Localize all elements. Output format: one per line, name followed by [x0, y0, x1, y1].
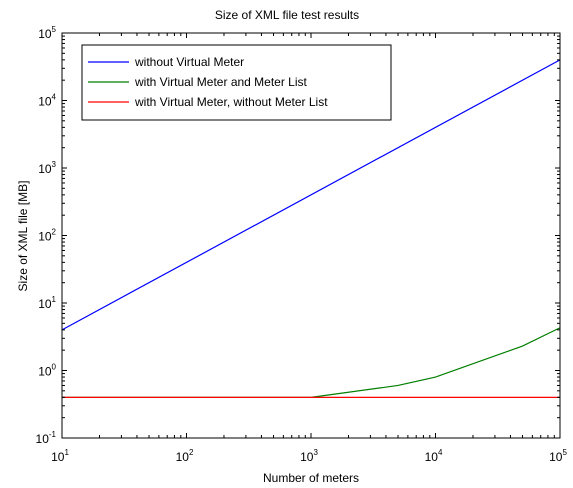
x-tick-label: 102 — [176, 448, 194, 464]
y-tick-label: 100 — [38, 363, 56, 379]
legend: without Virtual Meter with Virtual Meter… — [81, 44, 392, 121]
y-tick-label: 101 — [38, 295, 56, 311]
legend-box — [81, 44, 392, 121]
y-tick-label: 105 — [38, 25, 56, 41]
series-line-1 — [61, 59, 561, 331]
x-tick-label: 104 — [425, 448, 443, 464]
ticks-layer — [61, 32, 561, 439]
legend-label-1: without Virtual Meter — [134, 55, 244, 69]
y-tick-label: 10-1 — [36, 430, 57, 446]
y-tick-label: 103 — [38, 160, 56, 176]
legend-label-3: with Virtual Meter, without Meter List — [134, 95, 328, 109]
x-tick-label: 103 — [300, 448, 318, 464]
x-tick-label: 105 — [549, 448, 567, 464]
chart-title: Size of XML file test results — [215, 8, 359, 22]
y-tick-label: 104 — [38, 93, 56, 109]
x-tick-label: 101 — [51, 448, 69, 464]
y-tick-label: 102 — [38, 228, 56, 244]
tick-labels-layer: 101 102 103 104 105 10-1 100 101 102 103 104 105 — [36, 25, 568, 464]
y-axis-label: Size of XML file [MB] — [16, 181, 30, 292]
series-layer — [61, 59, 561, 398]
legend-label-2: with Virtual Meter and Meter List — [134, 75, 308, 89]
x-axis-label: Number of meters — [263, 471, 359, 485]
